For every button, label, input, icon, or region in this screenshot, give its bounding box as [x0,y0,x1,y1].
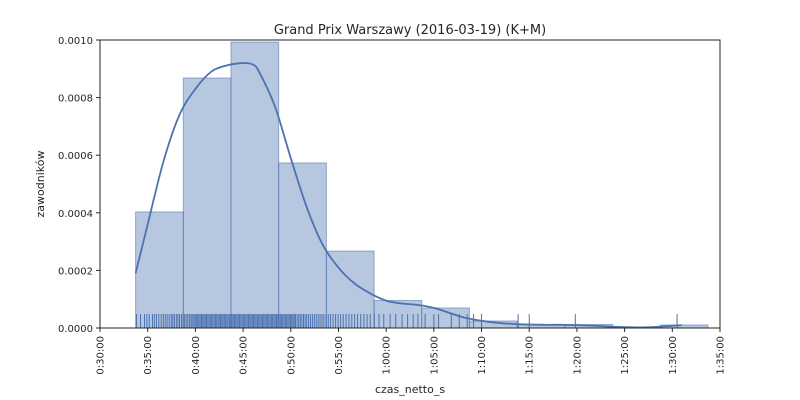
y-axis-label: zawodników [34,151,47,218]
y-tick-label: 0.0006 [58,151,93,162]
y-tick-label: 0.0010 [58,36,93,47]
chart-title: Grand Prix Warszawy (2016-03-19) (K+M) [274,23,546,38]
x-tick-label: 0:55:00 [334,336,345,375]
x-axis-ticks: 0:30:00 0:35:00 0:40:00 0:45:00 0:50:00 0:55:… [96,328,727,375]
histogram-bar [325,250,375,329]
histogram-bar [230,41,280,329]
y-tick-label: 0.0008 [58,94,93,105]
x-axis-label: czas_netto_s [375,383,445,396]
kde-curve-group [134,62,682,329]
x-tick-label: 0:45:00 [239,336,250,375]
x-tick-label: 1:10:00 [477,336,488,375]
rug-marks [136,314,678,328]
y-tick-label: 0.0000 [58,324,93,335]
histogram-bar [182,77,232,329]
histogram-bar [278,162,327,329]
x-tick-label: 0:40:00 [191,336,202,375]
histogram-bar [135,211,184,329]
plot-frame [99,39,721,329]
histogram-bars [135,41,709,329]
x-tick-label: 1:00:00 [382,336,393,375]
x-tick-label: 1:15:00 [525,336,536,375]
x-tick-label: 0:30:00 [96,336,107,375]
y-tick-label: 0.0002 [58,266,93,277]
y-tick-label: 0.0004 [58,209,93,220]
x-tick-label: 1:25:00 [620,336,631,375]
x-tick-label: 0:50:00 [286,336,297,375]
x-tick-label: 1:20:00 [572,336,583,375]
x-tick-label: 1:35:00 [716,336,727,375]
x-tick-label: 1:30:00 [668,336,679,375]
kde-curve [134,62,682,329]
y-axis-ticks: 0.0000 0.0002 0.0004 0.0006 0.0008 0.0010 [58,36,100,335]
x-tick-label: 1:05:00 [429,336,440,375]
x-tick-label: 0:35:00 [143,336,154,375]
